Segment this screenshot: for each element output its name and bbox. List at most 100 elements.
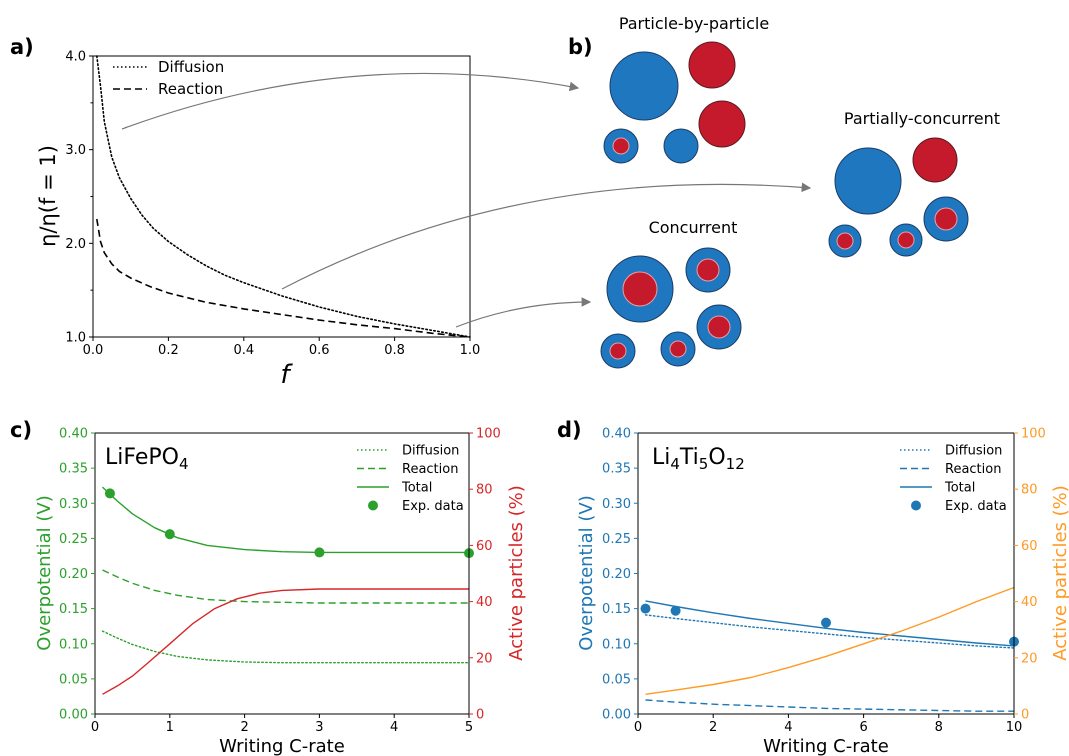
partially-concurrent-label: Partially-concurrent xyxy=(844,109,1000,128)
y2-axis-label: Active particles (%) xyxy=(506,485,527,661)
plot-frame xyxy=(92,55,471,338)
particle-red-core xyxy=(609,342,627,360)
x-axis-label: f xyxy=(280,360,293,390)
legend-swatch xyxy=(368,500,378,511)
y-axis-label: Overpotential (V) xyxy=(34,495,55,650)
y2-tick-label: 0 xyxy=(1021,708,1029,723)
x-tick-label: 0.4 xyxy=(233,343,254,358)
legend-label: Reaction xyxy=(158,80,223,98)
particle-red xyxy=(698,100,746,148)
legend: Diffusion Reaction Total Exp. data xyxy=(357,444,464,514)
y2-tick-label: 60 xyxy=(476,539,493,554)
concurrent-label: Concurrent xyxy=(649,218,738,237)
particle-schematic: Particle-by-particle Partially-concurren… xyxy=(600,14,1000,369)
diffusion-line xyxy=(101,630,470,664)
y-tick-label: 0.20 xyxy=(602,567,631,582)
legend-label: Diffusion xyxy=(945,444,1002,459)
particle-red-core xyxy=(707,315,731,339)
y-tick-label: 0.40 xyxy=(59,427,88,442)
arrow-to-concurrent xyxy=(455,297,592,328)
y2-tick-label: 80 xyxy=(1021,483,1038,498)
x-tick-label: 0.8 xyxy=(384,343,405,358)
y-tick-label: 0.20 xyxy=(59,567,88,582)
y-tick-label: 4.0 xyxy=(65,50,86,65)
y2-tick-label: 0 xyxy=(476,708,484,723)
legend-label: Reaction xyxy=(402,462,458,477)
y2-axis-label: Active particles (%) xyxy=(1050,485,1069,661)
arrow-to-particle-by-particle xyxy=(121,72,580,130)
y2-tick-label: 60 xyxy=(1021,539,1038,554)
particle-red-core xyxy=(897,231,915,249)
legend-swatch xyxy=(911,500,921,511)
legend-label: Exp. data xyxy=(945,499,1007,514)
diffusion-line xyxy=(644,614,1015,649)
legend-label: Exp. data xyxy=(402,499,464,514)
exp-data-point xyxy=(670,605,681,616)
total-line xyxy=(102,486,469,554)
exp-data-point xyxy=(640,603,651,614)
exp-data-point xyxy=(821,617,831,628)
x-tick-label: 8 xyxy=(935,720,943,735)
particle-blue xyxy=(663,128,699,164)
x-tick-label: 5 xyxy=(465,720,473,735)
chart-panel-d: 0 2 4 6 8 10 0.00 0.05 0.10 0.15 0.20 0.25 0.30 0.35 0… xyxy=(576,427,1069,756)
particle-red-core xyxy=(622,271,658,307)
reaction-line xyxy=(645,699,1014,712)
exp-data-point xyxy=(314,547,325,558)
legend: Diffusion Reaction xyxy=(113,58,224,98)
chart-title: Li4Ti5O12 xyxy=(652,445,745,473)
y2-tick-label: 20 xyxy=(1021,651,1038,666)
legend-label: Diffusion xyxy=(402,444,459,459)
x-tick-label: 1 xyxy=(166,720,174,735)
chart-title: LiFePO4 xyxy=(105,445,189,473)
reaction-line xyxy=(102,569,469,604)
y2-tick-label: 40 xyxy=(476,595,493,610)
y-tick-label: 0.10 xyxy=(59,637,88,652)
reaction-line xyxy=(96,218,471,338)
legend-label: Total xyxy=(401,481,432,496)
particle-red-core xyxy=(696,258,720,282)
active-particles-line xyxy=(645,586,1015,695)
x-tick-label: 0.2 xyxy=(158,343,179,358)
y-tick-label: 0.05 xyxy=(59,672,88,687)
panel-label-a: a) xyxy=(10,35,34,59)
particle-large-blue xyxy=(609,51,679,121)
x-tick-label: 4 xyxy=(784,720,792,735)
x-tick-label: 10 xyxy=(1006,720,1023,735)
chart-panel-c: 0 1 2 3 4 5 0.00 0.05 0.10 0.15 0.20 0.25 0.30 0.35 0.… xyxy=(34,427,527,756)
y2-tick-label: 100 xyxy=(476,427,501,442)
x-axis-label: Writing C-rate xyxy=(219,736,345,756)
x-tick-label: 6 xyxy=(859,720,867,735)
total-line xyxy=(645,600,1015,647)
particle-red xyxy=(688,41,736,89)
particle-red-core xyxy=(934,207,958,231)
y-tick-label: 0.00 xyxy=(59,708,88,723)
y-tick-label: 0.40 xyxy=(602,427,631,442)
y-tick-label: 0.30 xyxy=(602,497,631,512)
y-axis-label: η/η(f = 1) xyxy=(36,145,60,247)
particle-red xyxy=(912,137,958,183)
y-tick-label: 0.25 xyxy=(59,532,88,547)
y2-tick-label: 40 xyxy=(1021,595,1038,610)
y-tick-label: 0.25 xyxy=(602,532,631,547)
exp-data-point xyxy=(104,488,115,499)
x-tick-label: 0.6 xyxy=(309,343,330,358)
y-tick-label: 3.0 xyxy=(65,143,86,158)
legend: Diffusion Reaction Total Exp. data xyxy=(900,444,1007,514)
x-tick-label: 2 xyxy=(709,720,717,735)
x-tick-label: 1.0 xyxy=(460,343,481,358)
particle-red-core xyxy=(836,232,854,250)
y-tick-label: 0.00 xyxy=(602,708,631,723)
arrow-to-partially-concurrent xyxy=(281,182,812,290)
y-tick-label: 0.15 xyxy=(59,602,88,617)
chart-panel-a: 0.0 0.2 0.4 0.6 0.8 1.0 1.0 2.0 3.0 4.0 f η/η(f =… xyxy=(36,50,480,391)
legend-label: Total xyxy=(944,481,975,496)
exp-data-point xyxy=(164,529,175,540)
x-tick-label: 0.0 xyxy=(83,343,104,358)
x-tick-label: 2 xyxy=(240,720,248,735)
y-tick-label: 1.0 xyxy=(65,331,86,346)
active-particles-line xyxy=(102,588,469,695)
particle-red-core xyxy=(612,137,630,155)
panel-label-c: c) xyxy=(10,418,32,442)
